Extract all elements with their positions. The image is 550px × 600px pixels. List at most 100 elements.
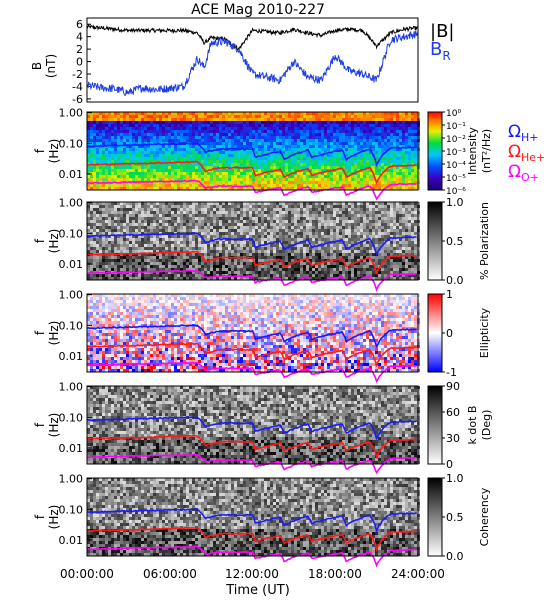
colorbar-label: k dot B [466, 406, 479, 445]
panel-frame [86, 111, 419, 191]
spectrogram-image [87, 386, 420, 464]
mag-ytick-label: -6 [72, 93, 83, 106]
colorbar-tick-label: 0.5 [446, 235, 464, 248]
mag-legend: |B| BR [430, 21, 454, 63]
freq-tick-label: 1.00 [59, 197, 84, 210]
legend-radial-sub: R [442, 49, 450, 63]
panel-ylabel: f [33, 238, 47, 243]
colorbar-tick-label: 0.0 [446, 550, 464, 563]
panel-ylabel: f [33, 330, 47, 335]
x-tick-0: 00:00:00 [60, 567, 114, 581]
colorbar-tick-label: -1 [446, 366, 457, 379]
x-tick-4: 24:00:00 [391, 567, 445, 581]
colorbar [427, 385, 443, 465]
legend-omega-O-sub: O+ [521, 171, 539, 184]
freq-tick-label: 0.01 [59, 534, 84, 547]
legend-omega-He-base: Ω [508, 142, 521, 162]
x-tick-2: 12:00:00 [225, 567, 279, 581]
freq-legend: ΩH+ ΩHe+ ΩO+ [508, 122, 545, 184]
legend-radial-B: BR [430, 39, 451, 63]
spectrogram-panels: 1.000.100.01f (Hz)10⁰10⁻¹10⁻²10⁻³10⁻⁴10⁻⁵… [33, 107, 493, 568]
mag-ytick-label: 2 [76, 43, 83, 56]
overlay-line-H [86, 232, 417, 257]
spectrogram-image [87, 294, 420, 372]
colorbar [427, 477, 443, 557]
panel-frame [86, 477, 419, 557]
colorbar-tick-label: 10⁰ [446, 109, 461, 119]
colorbar-label: Coherency [478, 487, 491, 546]
overlay-line-He [86, 526, 417, 553]
legend-omega-He: ΩHe+ [508, 142, 545, 164]
x-axis-label: Time (UT) [225, 583, 290, 598]
mag-ytick-label: 6 [76, 18, 83, 31]
overlay-line-H [86, 324, 418, 349]
mag-yunit: (nT) [44, 54, 58, 78]
colorbar-tick-label: 0 [446, 327, 453, 340]
panel-frame [86, 201, 419, 281]
freq-tick-label: 0.10 [59, 319, 84, 332]
freq-tick-label: 1.00 [59, 107, 84, 120]
mag-series [86, 23, 419, 96]
colorbar-tick-label: 90 [446, 380, 460, 393]
panel-yunit: (Hz) [47, 505, 61, 530]
panel-yunit: (Hz) [47, 413, 61, 438]
freq-tick-label: 1.00 [59, 289, 84, 302]
mag-series-radial-B [86, 30, 419, 96]
mag-ytick-label: -2 [72, 68, 83, 81]
colorbar-tick-label: 1.0 [446, 196, 464, 209]
freq-tick-label: 0.10 [59, 137, 84, 150]
colorbar-tick-label: 1.0 [446, 472, 464, 485]
spectrogram-image [87, 112, 420, 190]
freq-tick-label: 0.10 [59, 411, 84, 424]
colorbar-tick-label: 0.5 [446, 511, 464, 524]
colorbar-label: Intensity [466, 127, 479, 175]
spectrogram-panel-5: 1.00 0.10 0.01 f (Hz) 1.0 0.5 0.0 Coherency [33, 472, 491, 568]
overlay-line-He [86, 250, 417, 275]
legend-omega-H-base: Ω [508, 122, 521, 142]
colorbar-unit: (Deg) [480, 410, 493, 441]
freq-tick-label: 0.01 [59, 350, 84, 363]
colorbar [427, 293, 443, 373]
legend-radial-base: B [430, 39, 442, 60]
colorbar-tick-label: 60 [446, 406, 460, 419]
freq-tick-label: 0.10 [59, 227, 84, 240]
colorbar-label: Ellipticity [478, 307, 491, 358]
legend-omega-H-sub: H+ [521, 131, 539, 144]
freq-tick-label: 0.01 [59, 168, 84, 181]
overlay-line-H [86, 507, 417, 534]
freq-tick-label: 0.01 [59, 442, 84, 455]
freq-tick-label: 0.01 [59, 258, 84, 271]
spectrogram-panel-2: 1.00 0.10 0.01 f (Hz) 1.0 0.5 0.0 % Polarization [33, 196, 491, 292]
panel-yunit: (Hz) [47, 139, 61, 164]
freq-tick-label: 0.10 [59, 503, 84, 516]
panel-frame [86, 385, 419, 465]
colorbar [427, 111, 443, 191]
colorbar-tick-label: 10⁻² [446, 135, 466, 145]
overlay-line-He [86, 160, 417, 185]
colorbar-tick-label: 10⁻⁶ [446, 187, 466, 197]
legend-omega-H: ΩH+ [508, 122, 539, 144]
panel-ylabel: f [33, 148, 47, 153]
spectrogram-panel-4: 1.00 0.10 0.01 f (Hz) 90 60 30 0 k dot B (Deg) [33, 380, 493, 475]
colorbar-tick-label: 1 [446, 288, 453, 301]
legend-total-B: |B| [430, 21, 454, 42]
colorbar-unit: (nT²/Hz) [480, 129, 493, 173]
x-tick-3: 18:00:00 [308, 567, 362, 581]
colorbar-tick-label: 10⁻⁴ [446, 161, 466, 171]
chart-title: ACE Mag 2010-227 [191, 2, 325, 18]
colorbar-label: % Polarization [478, 202, 491, 280]
freq-tick-label: 1.00 [59, 381, 84, 394]
freq-tick-label: 1.00 [59, 473, 84, 486]
overlay-line-H [86, 416, 417, 441]
x-axis: 00:00:00 06:00:00 12:00:00 18:00:00 24:0… [60, 567, 445, 598]
panel-yunit: (Hz) [47, 229, 61, 254]
overlay-line-He [86, 434, 417, 460]
spectrogram-image [87, 478, 420, 556]
colorbar-tick-label: 10⁻¹ [446, 122, 466, 132]
legend-omega-O-base: Ω [508, 162, 521, 182]
overlay-line-O [86, 269, 417, 292]
overlay-line-He [86, 342, 417, 368]
mag-ylabel: B [30, 62, 44, 70]
